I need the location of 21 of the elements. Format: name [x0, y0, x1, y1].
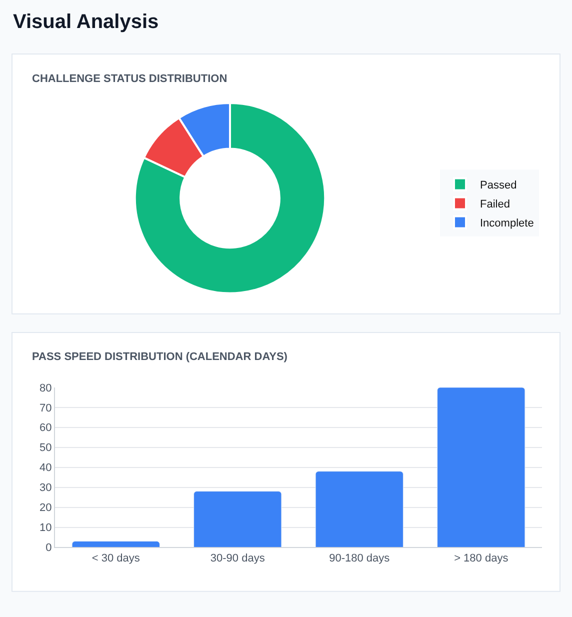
y-tick-label: 0	[46, 542, 52, 554]
y-tick-label: 80	[40, 382, 52, 394]
y-tick-label: 40	[40, 462, 52, 474]
legend-label: Incomplete	[480, 218, 534, 230]
y-tick-label: 30	[40, 482, 52, 494]
chart-title: PASS SPEED DISTRIBUTION (CALENDAR DAYS)	[32, 351, 288, 363]
chart-title: CHALLENGE STATUS DISTRIBUTION	[32, 73, 228, 85]
y-tick-label: 60	[40, 422, 52, 434]
y-tick-label: 20	[40, 502, 52, 514]
text: Visual Analysis	[13, 11, 159, 33]
x-tick-label: > 180 days	[454, 552, 509, 564]
legend-label: Passed	[480, 180, 517, 192]
y-tick-label: 50	[40, 442, 52, 454]
x-tick-label: 90-180 days	[329, 552, 390, 564]
x-tick-label: 30-90 days	[210, 552, 266, 564]
legend-label: Failed	[480, 198, 510, 211]
bar	[72, 541, 160, 548]
y-tick-label: 10	[40, 522, 52, 534]
x-tick-label: < 30 days	[92, 552, 140, 564]
y-tick-label: 70	[40, 402, 52, 414]
donut-slice	[134, 102, 326, 294]
